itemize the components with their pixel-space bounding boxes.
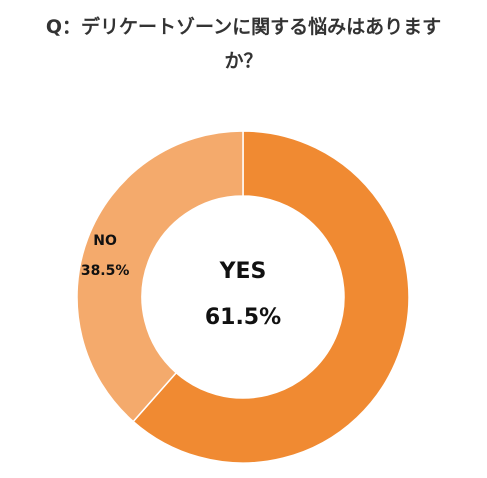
slice-label-no-value: 38.5% [81,263,130,279]
slice-label-no-category: NO [93,233,117,249]
donut-slice-no [76,130,244,423]
slice-label-yes-value: 61.5% [205,305,281,330]
donut-labels: YES 61.5% NO 38.5% [81,233,281,330]
chart-title: Q：デリケートゾーンに関する悩みはあります か？ [0,10,487,78]
chart-title-line-2: か？ [224,50,263,72]
slice-label-yes-category: YES [219,259,267,284]
donut-slices [76,130,410,464]
chart-title-line-1: Q：デリケートゾーンに関する悩みはあります [45,16,442,38]
donut-slice-yes [132,130,410,464]
